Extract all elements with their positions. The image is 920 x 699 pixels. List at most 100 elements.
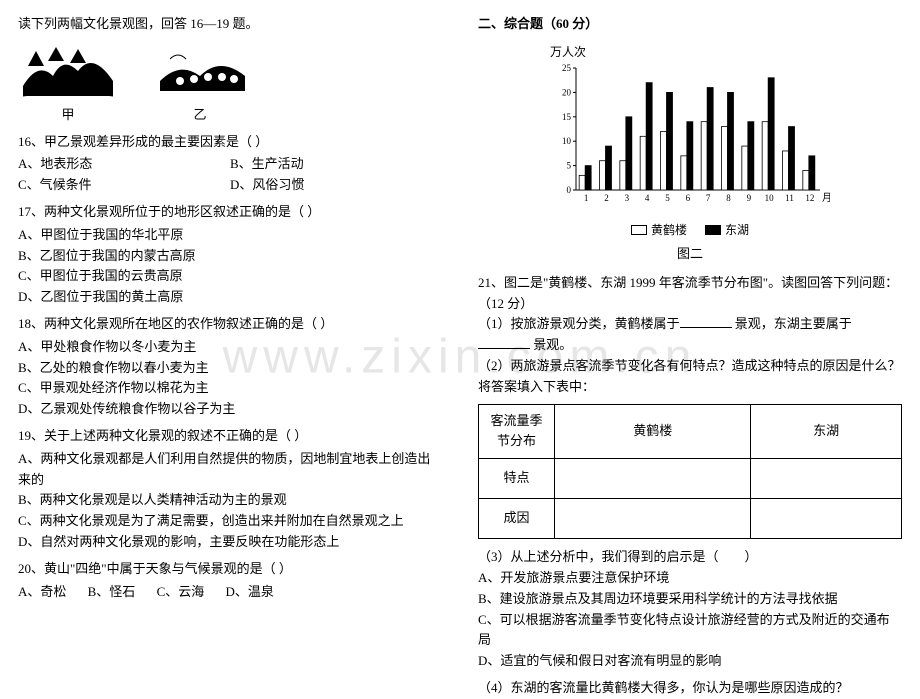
q21-p3-a: A、开发旅游景点要注意保护环境 bbox=[478, 568, 902, 589]
q17-opt-c: C、甲图位于我国的云贵高原 bbox=[18, 266, 442, 287]
q19-opt-a: A、两种文化景观都是人们利用自然提供的物质，因地制宜地表上创造出来的 bbox=[18, 449, 442, 491]
q16-opt-c: C、气候条件 bbox=[18, 175, 230, 196]
q17-opt-d: D、乙图位于我国的黄土高原 bbox=[18, 287, 442, 308]
svg-text:7: 7 bbox=[706, 193, 711, 203]
answer-table: 客流量季节分布 黄鹤楼 东湖 特点 成因 bbox=[478, 404, 902, 540]
q16-options: A、地表形态 B、生产活动 C、气候条件 D、风俗习惯 bbox=[18, 154, 442, 196]
table-header-row: 客流量季节分布 黄鹤楼 东湖 bbox=[479, 404, 902, 459]
q17-opt-b: B、乙图位于我国的内蒙古高原 bbox=[18, 246, 442, 267]
q21-p1b: 景观，东湖主要属于 bbox=[735, 316, 852, 331]
sketch-jia-icon bbox=[18, 41, 118, 101]
reading-intro: 读下列两幅文化景观图，回答 16—19 题。 bbox=[18, 14, 442, 35]
q20-stem: 20、黄山"四绝"中属于天象与气候景观的是（ ） bbox=[18, 559, 442, 580]
svg-text:0: 0 bbox=[567, 185, 572, 195]
q16-opt-b: B、生产活动 bbox=[230, 154, 442, 175]
q20-opt-d: D、温泉 bbox=[225, 582, 273, 603]
svg-text:5: 5 bbox=[567, 161, 572, 171]
legend-huanghelou: 黄鹤楼 bbox=[631, 221, 687, 240]
visitor-chart: 万人次 0510152025123456789101112月 黄鹤楼 东湖 bbox=[550, 43, 830, 240]
q20-opt-c: C、云海 bbox=[157, 582, 205, 603]
q21-p3-options: A、开发旅游景点要注意保护环境 B、建设旅游景点及其周边环境要采用科学统计的方法… bbox=[478, 568, 902, 672]
blank-2[interactable] bbox=[478, 335, 530, 349]
landscape-image-yi bbox=[150, 41, 250, 101]
row-cause-label: 成因 bbox=[479, 499, 555, 539]
cell-feature-hhl[interactable] bbox=[555, 459, 751, 499]
table-row: 特点 bbox=[479, 459, 902, 499]
blank-1[interactable] bbox=[680, 314, 732, 328]
cell-feature-dh[interactable] bbox=[751, 459, 902, 499]
landscape-image-jia bbox=[18, 41, 118, 101]
cell-cause-dh[interactable] bbox=[751, 499, 902, 539]
legend-label-1: 东湖 bbox=[725, 221, 749, 240]
svg-text:25: 25 bbox=[562, 63, 572, 73]
svg-text:1: 1 bbox=[584, 193, 589, 203]
landscape-images-row bbox=[18, 41, 442, 101]
q21-p1c: 景观。 bbox=[533, 337, 572, 352]
q19-opt-d: D、自然对两种文化景观的影响，主要反映在功能形态上 bbox=[18, 532, 442, 553]
svg-text:10: 10 bbox=[765, 193, 775, 203]
q21-part3: （3）从上述分析中，我们得到的启示是（ ） bbox=[478, 547, 902, 568]
q17-opt-a: A、甲图位于我国的华北平原 bbox=[18, 225, 442, 246]
svg-text:12: 12 bbox=[805, 193, 814, 203]
row-feature-label: 特点 bbox=[479, 459, 555, 499]
q21-part2: （2）两旅游景点客流季节变化各有何特点？造成这种特点的原因是什么？将答案填入下表… bbox=[478, 356, 902, 398]
q18-stem: 18、两种文化景观所在地区的农作物叙述正确的是（ ） bbox=[18, 314, 442, 335]
cell-cause-hhl[interactable] bbox=[555, 499, 751, 539]
th-distribution: 客流量季节分布 bbox=[479, 404, 555, 459]
svg-text:3: 3 bbox=[625, 193, 630, 203]
svg-text:15: 15 bbox=[562, 112, 572, 122]
q19-options: A、两种文化景观都是人们利用自然提供的物质，因地制宜地表上创造出来的 B、两种文… bbox=[18, 449, 442, 553]
svg-text:10: 10 bbox=[562, 136, 572, 146]
th-huanghelou: 黄鹤楼 bbox=[555, 404, 751, 459]
table-row: 成因 bbox=[479, 499, 902, 539]
q19-stem: 19、关于上述两种文化景观的叙述不正确的是（ ） bbox=[18, 426, 442, 447]
svg-text:8: 8 bbox=[726, 193, 731, 203]
q16-stem: 16、甲乙景观差异形成的最主要因素是（ ） bbox=[18, 132, 442, 153]
q21-p3-c: C、可以根据游客流量季节变化特点设计旅游经营的方式及附近的交通布局 bbox=[478, 610, 902, 652]
sketch-yi-icon bbox=[150, 41, 250, 101]
svg-text:5: 5 bbox=[665, 193, 670, 203]
image-captions-row: 甲 乙 bbox=[18, 105, 442, 126]
svg-text:11: 11 bbox=[785, 193, 794, 203]
q20-opt-b: B、怪石 bbox=[88, 582, 136, 603]
q20-opt-a: A、奇松 bbox=[18, 582, 66, 603]
svg-text:9: 9 bbox=[747, 193, 752, 203]
q18-opt-c: C、甲景观处经济作物以棉花为主 bbox=[18, 378, 442, 399]
caption-yi: 乙 bbox=[150, 105, 250, 126]
q17-options: A、甲图位于我国的华北平原 B、乙图位于我国的内蒙古高原 C、甲图位于我国的云贵… bbox=[18, 225, 442, 308]
left-column: 读下列两幅文化景观图，回答 16—19 题。 bbox=[0, 0, 460, 650]
legend-swatch-1 bbox=[705, 225, 721, 235]
section-title: 二、综合题（60 分） bbox=[478, 14, 902, 35]
q18-options: A、甲处粮食作物以冬小麦为主 B、乙处的粮食作物以春小麦为主 C、甲景观处经济作… bbox=[18, 337, 442, 420]
q18-opt-d: D、乙景观处传统粮食作物以谷子为主 bbox=[18, 399, 442, 420]
q21-p3-d: D、适宜的气候和假日对客流有明显的影响 bbox=[478, 651, 902, 672]
svg-text:月: 月 bbox=[822, 192, 830, 204]
q19-opt-c: C、两种文化景观是为了满足需要，创造出来并附加在自然景观之上 bbox=[18, 511, 442, 532]
right-column: 二、综合题（60 分） 万人次 051015202512345678910111… bbox=[460, 0, 920, 650]
svg-text:4: 4 bbox=[645, 193, 650, 203]
q19-opt-b: B、两种文化景观是以人类精神活动为主的景观 bbox=[18, 490, 442, 511]
svg-text:2: 2 bbox=[604, 193, 609, 203]
chart-legend: 黄鹤楼 东湖 bbox=[550, 221, 830, 240]
q16-opt-a: A、地表形态 bbox=[18, 154, 230, 175]
q18-opt-a: A、甲处粮食作物以冬小麦为主 bbox=[18, 337, 442, 358]
chart-caption: 图二 bbox=[478, 244, 902, 265]
svg-text:20: 20 bbox=[562, 87, 572, 97]
th-donghu: 东湖 bbox=[751, 404, 902, 459]
bar-chart-icon: 0510152025123456789101112月 bbox=[550, 62, 830, 212]
legend-donghu: 东湖 bbox=[705, 221, 749, 240]
q21-p3-b: B、建设旅游景点及其周边环境要采用科学统计的方法寻找依据 bbox=[478, 589, 902, 610]
q17-stem: 17、两种文化景观所位于的地形区叙述正确的是（ ） bbox=[18, 202, 442, 223]
q16-opt-d: D、风俗习惯 bbox=[230, 175, 442, 196]
q21-part1: （1）按旅游景观分类，黄鹤楼属于 景观，东湖主要属于 景观。 bbox=[478, 314, 902, 356]
chart-y-label: 万人次 bbox=[550, 43, 830, 62]
q20-options: A、奇松 B、怪石 C、云海 D、温泉 bbox=[18, 582, 442, 603]
q21-part4: （4）东湖的客流量比黄鹤楼大得多，你认为是哪些原因造成的？ bbox=[478, 678, 902, 699]
legend-label-0: 黄鹤楼 bbox=[651, 221, 687, 240]
q18-opt-b: B、乙处的粮食作物以春小麦为主 bbox=[18, 358, 442, 379]
svg-text:6: 6 bbox=[686, 193, 691, 203]
q21-p1a: （1）按旅游景观分类，黄鹤楼属于 bbox=[478, 316, 680, 331]
legend-swatch-0 bbox=[631, 225, 647, 235]
caption-jia: 甲 bbox=[18, 105, 118, 126]
q21-stem: 21、图二是"黄鹤楼、东湖 1999 年客流季节分布图"。读图回答下列问题：（1… bbox=[478, 273, 902, 315]
